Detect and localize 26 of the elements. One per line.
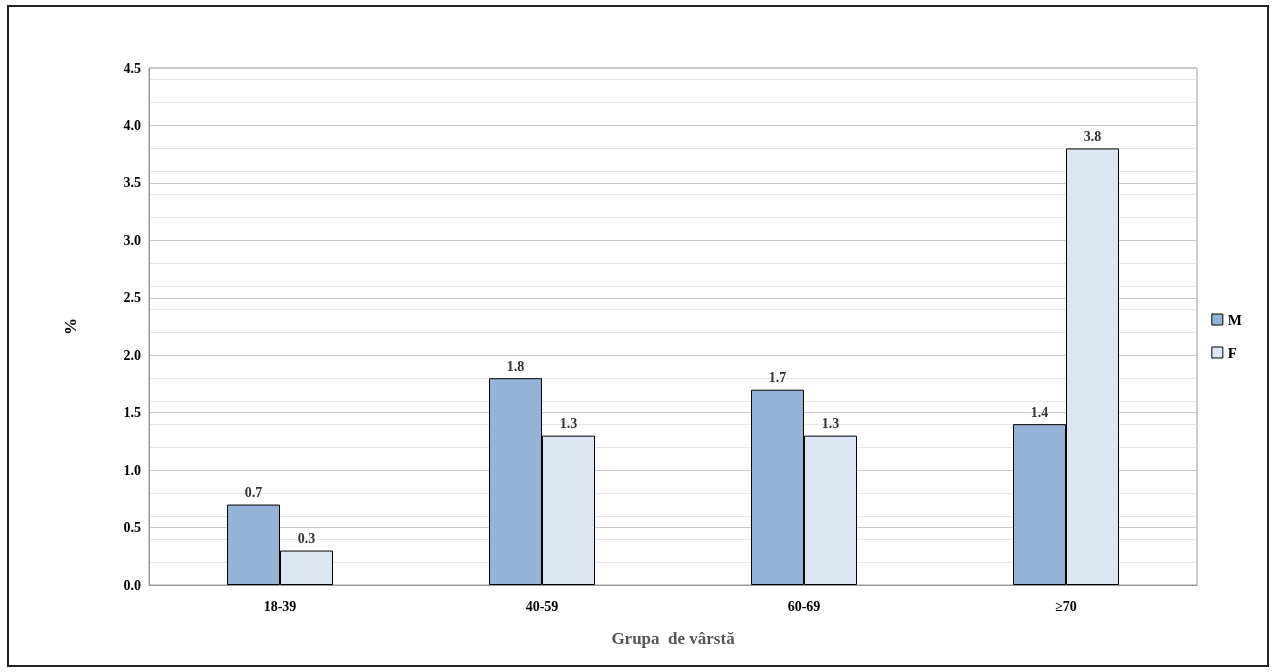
x-tick-label: 18-39 (263, 598, 297, 614)
y-tick-label: 4.0 (123, 117, 141, 133)
x-tick-label: 40-59 (525, 598, 559, 614)
legend-label: F (1227, 344, 1238, 361)
data-label: 3.8 (1083, 128, 1102, 144)
y-tick-label: 3.5 (123, 175, 141, 191)
y-tick-label: 1.5 (123, 405, 141, 421)
y-tick-label: 0.5 (123, 520, 141, 536)
y-tick-label: 4.5 (123, 60, 141, 76)
data-label: 0.3 (297, 531, 316, 547)
data-label: 1.4 (1030, 404, 1049, 420)
y-tick-label: 2.0 (123, 347, 141, 363)
y-tick-label: 3.0 (123, 232, 141, 248)
x-tick-label: ≥70 (1055, 598, 1077, 614)
data-label: 1.8 (506, 358, 525, 374)
y-tick-label: 1.0 (123, 462, 141, 478)
y-axis-title: % (61, 318, 80, 335)
data-label: 1.3 (821, 416, 840, 432)
y-tick-label: 2.5 (123, 290, 141, 306)
y-tick-label: 0.0 (123, 577, 141, 593)
data-label: 0.7 (244, 485, 263, 501)
legend-label: M (1227, 311, 1243, 328)
data-label: 1.7 (768, 370, 787, 386)
x-axis-title: Grupa de vârstă (611, 629, 736, 648)
data-label: 1.3 (559, 416, 578, 432)
x-tick-label: 60-69 (787, 598, 821, 614)
